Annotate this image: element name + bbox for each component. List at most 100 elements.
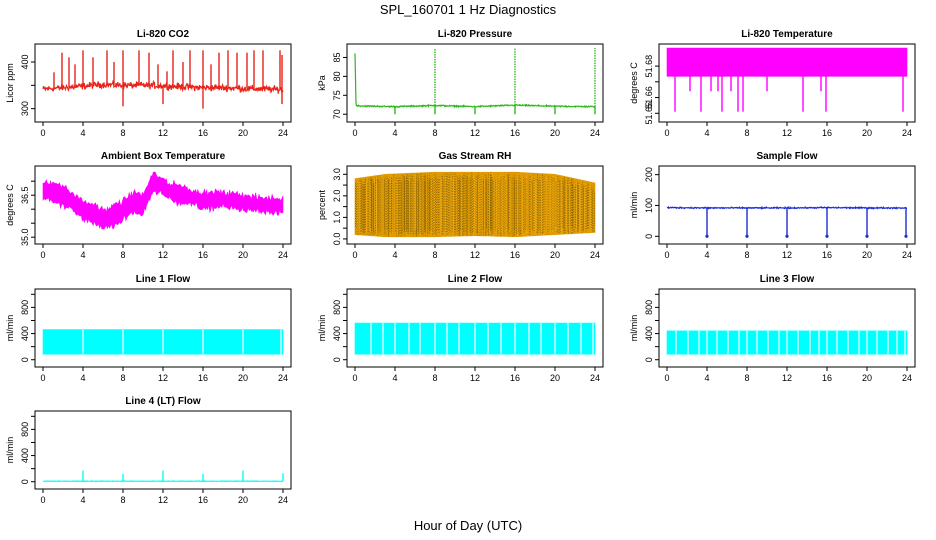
y-tick-label: 2.0 bbox=[332, 190, 342, 203]
panel-title: Ambient Box Temperature bbox=[101, 151, 226, 162]
x-tick-label: 24 bbox=[590, 128, 600, 138]
y-tick-label: 800 bbox=[332, 300, 342, 315]
series bbox=[42, 50, 284, 109]
panel-3: Ambient Box Temperature 0 4 8 12 16 20 24 35.0 36… bbox=[5, 151, 292, 260]
panel-title: Sample Flow bbox=[756, 151, 817, 162]
x-tick-label: 4 bbox=[704, 250, 709, 260]
x-tick-label: 12 bbox=[470, 250, 480, 260]
x-tick-label: 12 bbox=[470, 373, 480, 383]
x-tick-label: 0 bbox=[664, 250, 669, 260]
data-band bbox=[42, 171, 284, 230]
y-axis-label: ml/min bbox=[5, 315, 15, 342]
panel-1: Li-820 Pressure 0 4 8 12 16 20 24 70 75 80 85 kPa bbox=[317, 29, 604, 138]
x-tick-label: 8 bbox=[120, 373, 125, 383]
y-tick-label: 51.68 bbox=[644, 55, 654, 78]
panel-7: Line 2 Flow 0 4 8 12 16 20 24 0 400 800 ml/min bbox=[317, 274, 604, 383]
x-tick-label: 0 bbox=[352, 128, 357, 138]
y-tick-label: 75 bbox=[332, 90, 342, 100]
panel-title: Line 3 Flow bbox=[760, 274, 815, 285]
series bbox=[43, 470, 284, 483]
y-axis-label: ml/min bbox=[317, 315, 327, 342]
x-tick-label: 8 bbox=[744, 250, 749, 260]
x-tick-label: 20 bbox=[550, 250, 560, 260]
data-line bbox=[354, 53, 596, 109]
x-tick-label: 4 bbox=[80, 373, 85, 383]
panel-0: Li-820 CO2 0 4 8 12 16 20 24 300 400 Licor ppm bbox=[5, 29, 292, 138]
y-tick-label: 85 bbox=[332, 52, 342, 62]
x-tick-label: 12 bbox=[158, 250, 168, 260]
series bbox=[354, 322, 596, 355]
x-tick-label: 0 bbox=[40, 128, 45, 138]
x-tick-label: 24 bbox=[590, 250, 600, 260]
x-tick-label: 4 bbox=[392, 250, 397, 260]
figure-title: SPL_160701 1 Hz Diagnostics bbox=[380, 2, 557, 17]
x-tick-label: 8 bbox=[120, 250, 125, 260]
x-tick-label: 20 bbox=[238, 250, 248, 260]
spike-marker bbox=[705, 234, 709, 238]
x-tick-label: 24 bbox=[902, 250, 912, 260]
y-tick-label: 400 bbox=[644, 326, 654, 341]
panel-8: Line 3 Flow 0 4 8 12 16 20 24 0 400 800 ml/min bbox=[629, 274, 916, 383]
panel-title: Line 1 Flow bbox=[136, 274, 191, 285]
x-tick-label: 4 bbox=[704, 128, 709, 138]
y-tick-label: 1.0 bbox=[332, 211, 342, 224]
x-tick-label: 16 bbox=[822, 128, 832, 138]
x-tick-label: 16 bbox=[198, 250, 208, 260]
series bbox=[666, 205, 908, 238]
x-tick-label: 12 bbox=[158, 495, 168, 505]
x-tick-label: 4 bbox=[392, 373, 397, 383]
x-tick-label: 8 bbox=[120, 128, 125, 138]
y-tick-label: 800 bbox=[20, 300, 30, 315]
y-tick-label: 36.5 bbox=[20, 186, 30, 204]
x-tick-label: 16 bbox=[198, 495, 208, 505]
x-tick-label: 20 bbox=[550, 373, 560, 383]
x-tick-label: 12 bbox=[782, 128, 792, 138]
x-tick-label: 8 bbox=[120, 495, 125, 505]
y-tick-label: 51.66 bbox=[644, 86, 654, 109]
y-tick-label: 400 bbox=[20, 54, 30, 69]
y-axis-label: degrees C bbox=[5, 184, 15, 226]
y-tick-label: 0 bbox=[20, 357, 30, 362]
y-tick-label: 0 bbox=[332, 357, 342, 362]
y-tick-label: 400 bbox=[20, 448, 30, 463]
x-tick-label: 20 bbox=[862, 250, 872, 260]
series bbox=[42, 171, 284, 230]
y-tick-label: 300 bbox=[20, 101, 30, 116]
x-tick-label: 20 bbox=[238, 128, 248, 138]
x-tick-label: 0 bbox=[352, 373, 357, 383]
x-tick-label: 0 bbox=[664, 128, 669, 138]
x-tick-label: 24 bbox=[902, 373, 912, 383]
y-axis-label: ml/min bbox=[629, 315, 639, 342]
y-axis-label: percent bbox=[317, 189, 327, 220]
panel-title: Li-820 CO2 bbox=[137, 29, 190, 40]
x-tick-label: 12 bbox=[782, 373, 792, 383]
x-tick-label: 4 bbox=[80, 250, 85, 260]
x-tick-label: 20 bbox=[550, 128, 560, 138]
series bbox=[42, 329, 284, 355]
x-tick-label: 20 bbox=[238, 495, 248, 505]
y-axis-label: degrees C bbox=[629, 62, 639, 104]
series bbox=[666, 47, 908, 112]
panel-9: Line 4 (LT) Flow 0 4 8 12 16 20 24 0 400 800 ml/min bbox=[5, 396, 292, 505]
y-tick-label: 0 bbox=[644, 357, 654, 362]
x-tick-label: 8 bbox=[744, 373, 749, 383]
y-tick-label: 35.0 bbox=[20, 228, 30, 246]
x-tick-label: 8 bbox=[432, 250, 437, 260]
x-tick-label: 4 bbox=[392, 128, 397, 138]
y-tick-label: 3.0 bbox=[332, 168, 342, 181]
y-tick-label: 0 bbox=[644, 234, 654, 239]
series bbox=[354, 48, 596, 115]
panel-title: Line 2 Flow bbox=[448, 274, 503, 285]
panel-title: Li-820 Pressure bbox=[438, 29, 513, 40]
x-tick-label: 12 bbox=[158, 373, 168, 383]
y-tick-label: 0 bbox=[20, 479, 30, 484]
y-tick-label: 80 bbox=[332, 71, 342, 81]
plot-frame bbox=[34, 288, 292, 368]
x-tick-label: 24 bbox=[590, 373, 600, 383]
x-tick-label: 4 bbox=[80, 495, 85, 505]
series bbox=[354, 171, 596, 238]
x-tick-label: 8 bbox=[744, 128, 749, 138]
panel-title: Line 4 (LT) Flow bbox=[125, 396, 201, 407]
